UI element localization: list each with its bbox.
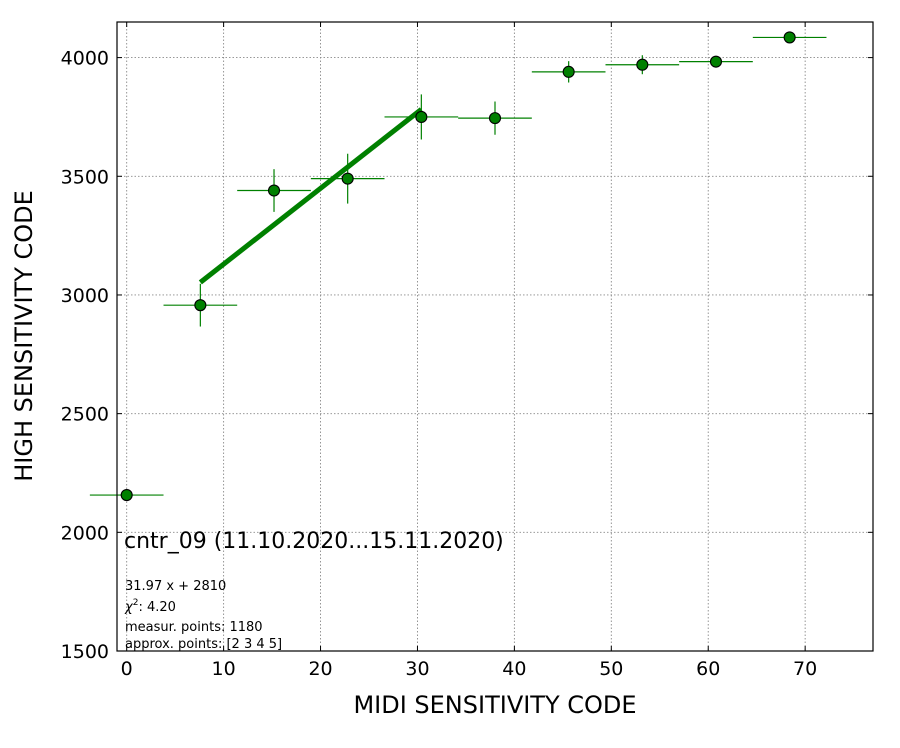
data-point	[341, 172, 354, 185]
data-point	[783, 31, 796, 44]
y-tick-label: 1500	[61, 641, 109, 663]
data-point	[709, 55, 723, 68]
x-tick-label: 50	[599, 658, 623, 680]
annotation-measur-points: measur. points: 1180	[125, 620, 263, 635]
annotation-chi2-value: : 4.20	[138, 600, 175, 615]
y-tick-label: 3000	[61, 285, 109, 307]
x-axis-label: MIDI SENSITIVITY CODE	[353, 691, 636, 719]
annotation-chi2: χ2: 4.20	[124, 598, 176, 615]
error-bars	[89, 36, 827, 496]
data-point	[562, 65, 575, 78]
fit-line-group	[198, 107, 423, 285]
data-point	[415, 110, 428, 123]
annotation-title: cntr_09 (11.10.2020...15.11.2020)	[124, 529, 504, 554]
plot-frame	[116, 21, 874, 652]
data-point	[120, 489, 133, 502]
data-point	[636, 58, 649, 71]
x-tick-label: 30	[405, 658, 429, 680]
x-tick-label: 10	[212, 658, 236, 680]
annotation-approx-points: approx. points: [2 3 4 5]	[125, 637, 282, 652]
fit-line	[198, 107, 423, 285]
y-tick-label: 2000	[61, 522, 109, 544]
data-point	[488, 112, 502, 125]
data-points	[120, 31, 796, 502]
y-tick-label: 4000	[61, 48, 109, 70]
x-tick-label: 70	[793, 658, 817, 680]
x-tick-label: 20	[308, 658, 332, 680]
x-tick-label: 40	[502, 658, 526, 680]
data-point	[267, 184, 281, 197]
y-axis-label: HIGH SENSITIVITY CODE	[10, 190, 38, 482]
data-point	[194, 299, 207, 312]
y-tick-label: 2500	[61, 404, 109, 426]
axis-ticks: 0 10 20 30 40 50 60 70 1500 2000 2500 3000 3500 4000	[61, 22, 873, 680]
y-tick-label: 3500	[61, 166, 109, 188]
x-tick-label: 60	[696, 658, 720, 680]
x-tick-label: 0	[121, 658, 133, 680]
annotation-fit-equation: 31.97 x + 2810	[125, 579, 226, 594]
